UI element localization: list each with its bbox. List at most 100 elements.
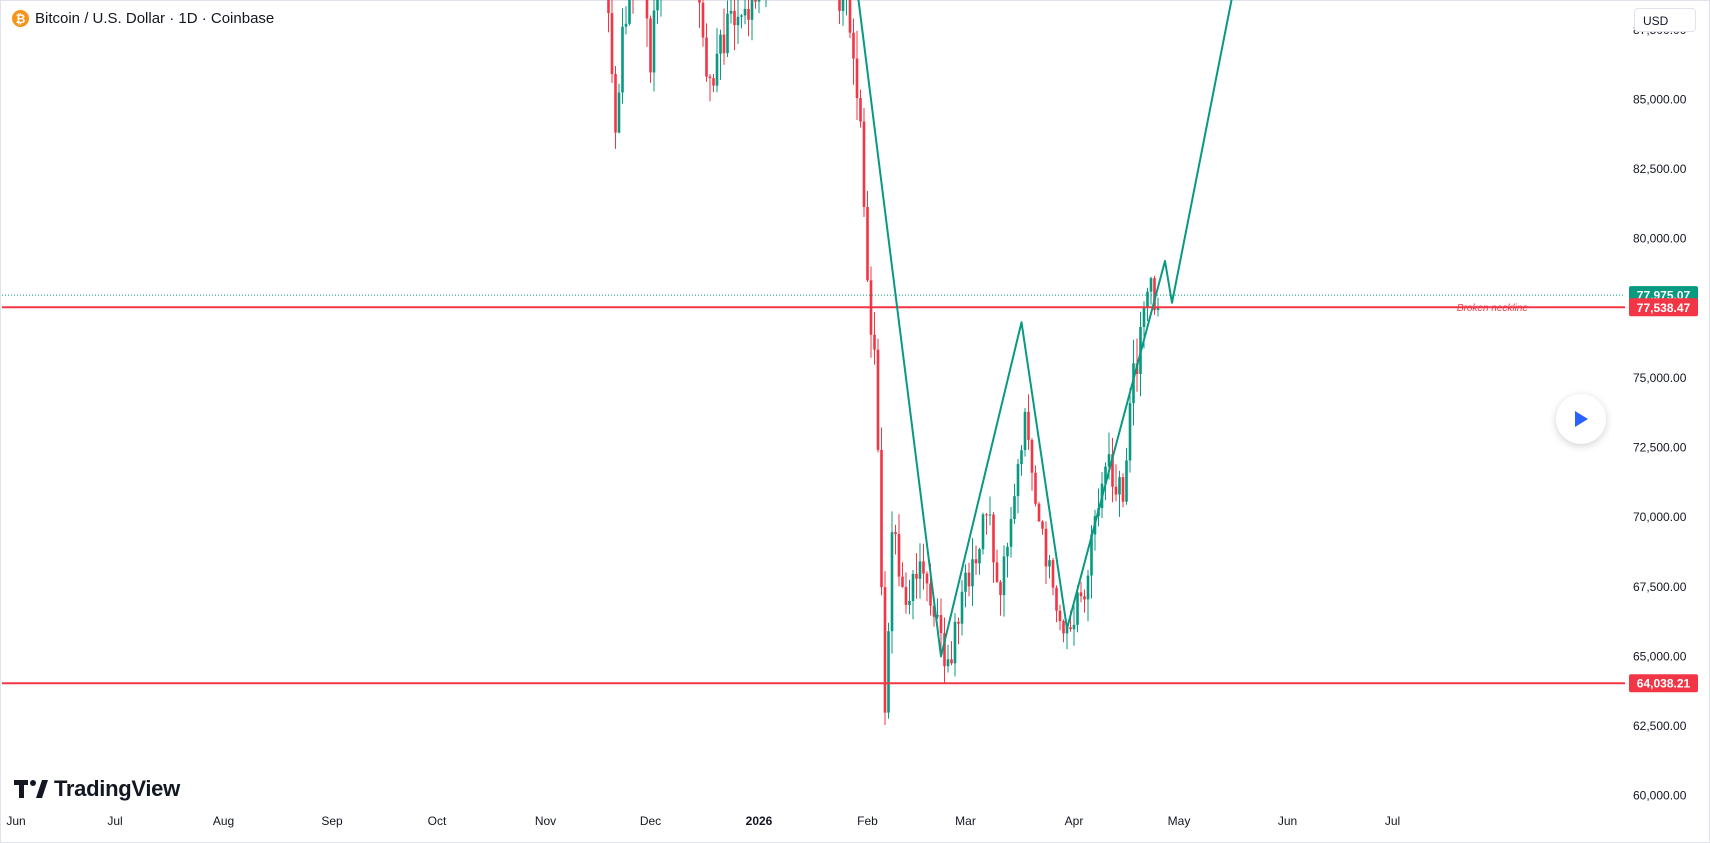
candle: [894, 524, 897, 555]
candle: [887, 622, 890, 719]
x-tick-label: Feb: [857, 814, 878, 828]
tradingview-logo[interactable]: TradingView: [14, 776, 180, 802]
candle: [1076, 585, 1079, 633]
candle: [918, 543, 922, 599]
candle: [1037, 501, 1041, 522]
candle: [1114, 464, 1118, 502]
candle: [660, 0, 662, 17]
y-tick-label: 80,000.00: [1633, 232, 1687, 246]
candle: [1027, 394, 1030, 450]
candle: [1016, 459, 1020, 514]
time-axis[interactable]: Jun Jul Aug Sep Oct Nov Dec 2026 Feb Mar Apr May Jun…: [6, 814, 1400, 828]
candle: [652, 0, 656, 92]
candle: [943, 617, 946, 684]
candle: [645, 0, 649, 47]
candle: [946, 644, 950, 673]
candle: [1111, 437, 1114, 503]
candle: [1058, 604, 1062, 631]
x-tick-label: May: [1168, 814, 1191, 828]
candle: [908, 579, 911, 615]
candle: [705, 23, 708, 82]
candle: [757, 0, 761, 14]
y-tick-label: 67,500.00: [1633, 580, 1687, 594]
x-tick-label: Oct: [428, 814, 447, 828]
candle: [1023, 408, 1027, 457]
bitcoin-icon: ₿: [12, 10, 29, 27]
candle: [960, 580, 964, 636]
candlestick-series: [607, 0, 1160, 726]
currency-button[interactable]: USD: [1634, 8, 1696, 32]
candle: [915, 553, 918, 599]
y-tick-label: 85,000.00: [1633, 92, 1687, 106]
candle: [632, 0, 634, 14]
candle: [698, 0, 701, 28]
candle: [607, 0, 610, 33]
x-tick-label: Jul: [107, 814, 122, 828]
candle: [873, 312, 876, 365]
candle: [978, 547, 981, 575]
candle: [1044, 521, 1048, 585]
support-price-tag: 64,038.21: [1629, 674, 1698, 693]
candle: [628, 0, 631, 26]
candle: [1009, 506, 1013, 558]
candle: [1121, 473, 1125, 508]
candle: [1041, 520, 1044, 535]
x-tick-label: Jun: [6, 814, 25, 828]
candle: [1146, 287, 1149, 322]
candle: [925, 571, 929, 602]
price-axis[interactable]: 112,500.00110,000.00107,500.00105,000.00…: [1633, 0, 1693, 803]
candle: [621, 8, 624, 104]
candle: [1034, 465, 1037, 507]
candle: [995, 549, 999, 584]
y-tick-label: 82,500.00: [1633, 162, 1687, 176]
y-tick-label: 65,000.00: [1633, 649, 1687, 663]
candle: [1062, 619, 1065, 643]
broken-neckline-line[interactable]: Broken neckline: [2, 303, 1625, 314]
candle: [617, 83, 621, 134]
candle: [624, 6, 628, 35]
candle: [610, 0, 614, 83]
candle: [1086, 569, 1090, 622]
candle: [890, 511, 894, 654]
pattern-path[interactable]: [857, 0, 1288, 658]
x-tick-label: Mar: [955, 814, 976, 828]
x-tick-label: Jun: [1278, 814, 1297, 828]
tradingview-logo-icon: [14, 780, 48, 798]
replay-button[interactable]: [1556, 394, 1606, 444]
candle: [862, 107, 866, 217]
candle: [656, 0, 659, 24]
x-tick-label: Sep: [321, 814, 343, 828]
candle: [936, 598, 939, 619]
x-tick-label: 2026: [746, 814, 773, 828]
candle: [715, 28, 719, 93]
candle: [1013, 483, 1016, 524]
candle: [765, 0, 767, 8]
x-tick-label: Jul: [1385, 814, 1400, 828]
candle: [950, 641, 953, 666]
symbol-title: Bitcoin / U.S. Dollar · 1D · Coinbase: [35, 10, 275, 27]
candle: [754, 0, 757, 9]
y-tick-label: 72,500.00: [1633, 441, 1687, 455]
candle: [1048, 554, 1051, 579]
neckline-price-tag: 77,538.47: [1629, 298, 1698, 317]
candle: [999, 580, 1002, 616]
candle: [733, 0, 736, 51]
candle: [743, 0, 747, 25]
candle: [901, 562, 904, 588]
symbol-header[interactable]: ₿ Bitcoin / U.S. Dollar · 1D · Coinbase: [12, 10, 274, 27]
candle: [971, 538, 974, 606]
candle: [964, 564, 967, 608]
candle: [719, 29, 722, 80]
candle: [708, 73, 712, 102]
candle: [1128, 388, 1132, 473]
candle: [614, 66, 617, 149]
svg-text:77,538.47: 77,538.47: [1637, 301, 1691, 315]
candle: [974, 545, 978, 575]
candle: [1125, 447, 1128, 505]
tradingview-logo-text: TradingView: [54, 776, 180, 801]
x-tick-label: Apr: [1065, 814, 1084, 828]
candle: [1083, 589, 1086, 613]
play-icon: [1575, 411, 1588, 427]
candle: [855, 30, 859, 121]
